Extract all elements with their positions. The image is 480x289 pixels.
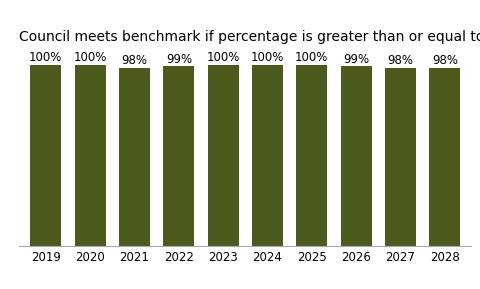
Bar (252, 65, 282, 246)
Text: 100%: 100% (29, 51, 62, 64)
Text: 99%: 99% (166, 53, 192, 66)
Text: 100%: 100% (73, 51, 107, 64)
Bar (119, 68, 150, 246)
Bar (428, 68, 459, 246)
Bar (163, 66, 194, 246)
Text: Council meets benchmark if percentage is greater than or equal to 100%: Council meets benchmark if percentage is… (19, 30, 480, 44)
Bar (30, 65, 61, 246)
Text: 98%: 98% (387, 54, 413, 67)
Text: 100%: 100% (250, 51, 284, 64)
Text: 98%: 98% (121, 54, 147, 67)
Bar (384, 68, 415, 246)
Text: 100%: 100% (206, 51, 240, 64)
Text: 99%: 99% (342, 53, 369, 66)
Bar (207, 65, 238, 246)
Bar (340, 66, 371, 246)
Text: 100%: 100% (295, 51, 328, 64)
Text: 98%: 98% (431, 54, 457, 67)
Bar (74, 65, 106, 246)
Bar (296, 65, 326, 246)
